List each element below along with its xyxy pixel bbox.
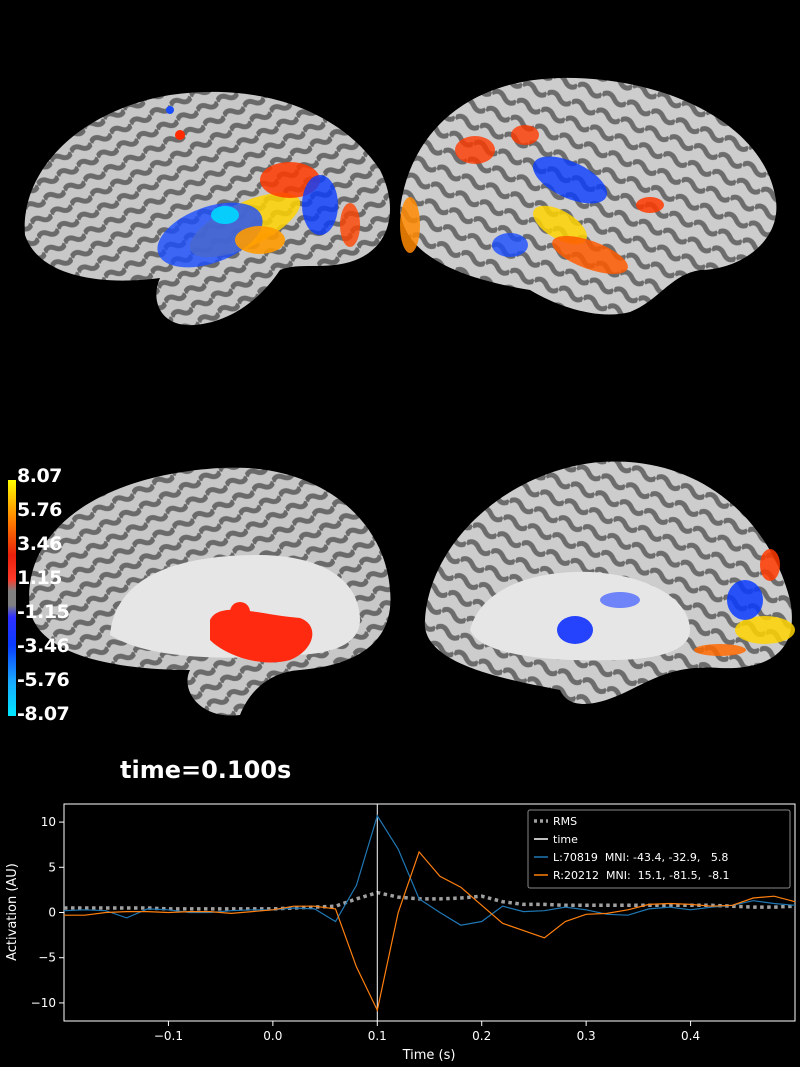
y-tick-label: 5	[48, 860, 56, 874]
x-tick-label: −0.1	[154, 1029, 183, 1043]
colorbar-tick: -3.46	[17, 635, 70, 657]
right-medial-hemisphere	[424, 461, 795, 704]
brain-render-view[interactable]	[0, 0, 800, 760]
legend-entry: L:70819 MNI: -43.4, -32.9, 5.8	[553, 851, 728, 864]
legend-entry: RMS	[553, 815, 577, 828]
source-series-line	[64, 850, 796, 1013]
x-axis-label: Time (s)	[402, 1048, 456, 1063]
time-course-plot[interactable]: −0.1 0.0 0.1 0.2 0.3 0.4 10 5 0 −5 −10 Time (s) Ac…	[0, 790, 800, 1067]
colorbar-tick: -8.07	[17, 703, 70, 725]
colorbar-tick: -1.15	[17, 601, 70, 623]
rms-series-line	[64, 890, 796, 911]
x-tick-label: 0.4	[681, 1029, 700, 1043]
colorbar-tick: 8.07	[17, 465, 62, 487]
y-tick-label: 0	[48, 906, 56, 920]
colorbar-tick: 5.76	[17, 499, 62, 521]
y-axis-label: Activation (AU)	[5, 863, 20, 961]
colorbar-tick: 1.15	[17, 567, 62, 589]
colorbar	[8, 480, 16, 716]
right-lateral-hemisphere	[400, 77, 777, 315]
time-label: time=0.100s	[120, 756, 292, 784]
x-tick-label: 0.3	[577, 1029, 596, 1043]
legend: RMS time L:70819 MNI: -43.4, -32.9, 5.8 R:2…	[527, 809, 791, 889]
y-tick-label: −5	[38, 951, 56, 965]
left-lateral-hemisphere	[24, 91, 391, 326]
y-tick-label: −10	[31, 996, 56, 1010]
x-tick-label: 0.2	[472, 1029, 491, 1043]
left-medial-hemisphere	[29, 467, 391, 716]
x-tick-label: 0.1	[368, 1029, 387, 1043]
x-tick-label: 0.0	[263, 1029, 282, 1043]
colorbar-tick: -5.76	[17, 669, 70, 691]
colorbar-tick: 3.46	[17, 533, 62, 555]
y-tick-label: 10	[41, 815, 56, 829]
legend-entry: time	[553, 833, 578, 846]
legend-entry: R:20212 MNI: 15.1, -81.5, -8.1	[553, 869, 730, 882]
